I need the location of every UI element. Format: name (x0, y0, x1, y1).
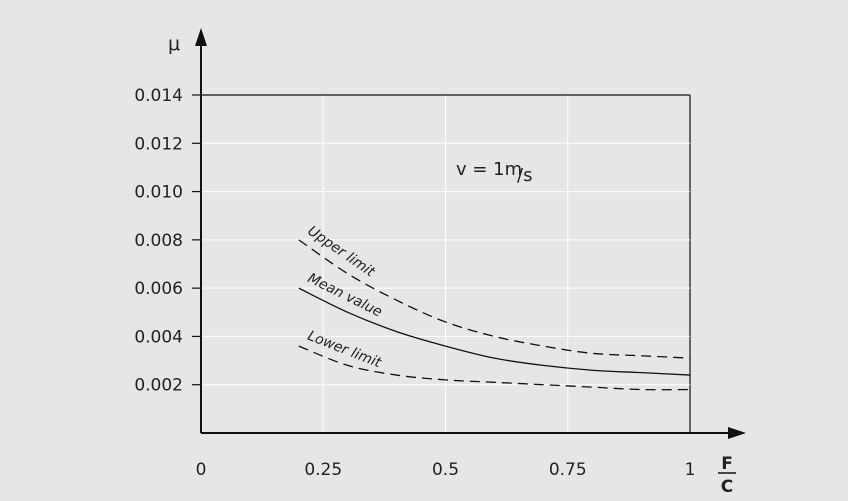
x-tick-label: 1 (685, 460, 696, 480)
y-axis-arrow (195, 28, 207, 46)
curve-lower-limit (298, 345, 691, 391)
y-tick-label: 0.014 (134, 86, 183, 106)
curve-mean-value (298, 287, 691, 376)
y-tick-label: 0.008 (134, 231, 183, 251)
curve-upper-limit (298, 239, 691, 359)
speed-annotation-subscript: /s (517, 165, 532, 186)
x-axis-label: F C (718, 454, 736, 497)
curves (298, 239, 691, 391)
speed-annotation: v = 1m /s (456, 159, 532, 186)
x-tick-label: 0.75 (549, 460, 587, 480)
speed-annotation-main: v = 1m (456, 159, 522, 180)
x-tick-label: 0.25 (304, 460, 342, 480)
x-tick-label: 0.5 (432, 460, 459, 480)
y-tick-label: 0.002 (134, 376, 183, 396)
axes (195, 28, 746, 439)
x-axis-label-denominator: C (721, 477, 733, 497)
grid-lines (201, 94, 691, 433)
y-tick-label: 0.004 (134, 327, 183, 347)
x-axis-arrow (728, 427, 746, 439)
tick-labels: 0.002 0.004 0.006 0.008 0.010 0.012 0.014 0 0.25… (134, 86, 695, 480)
curve-label-mean-value: Mean value (305, 270, 385, 320)
y-tick-label: 0.010 (134, 183, 183, 203)
y-tick-label: 0.012 (134, 134, 183, 154)
x-axis-label-numerator: F (721, 454, 733, 474)
y-tick-label: 0.006 (134, 279, 183, 299)
x-tick-label: 0 (196, 460, 207, 480)
y-axis-label: μ (168, 33, 180, 55)
